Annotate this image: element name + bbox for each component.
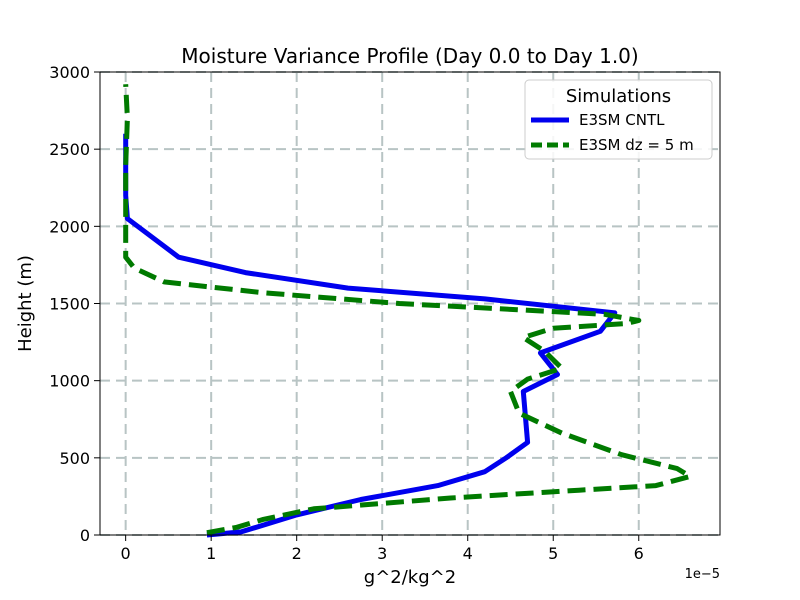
x-tick-label: 6 <box>634 544 644 563</box>
x-offset-label: 1e−5 <box>685 567 720 582</box>
chart-title: Moisture Variance Profile (Day 0.0 to Da… <box>181 44 638 68</box>
ticks-layer: 0 1 2 3 4 5 6 0 500 1000 1500 2000 2500 3000 <box>49 63 644 563</box>
series-line-e3sm-dz-5m <box>123 84 693 536</box>
y-tick-label: 1000 <box>49 372 90 391</box>
series-layer <box>123 84 693 538</box>
x-tick-label: 5 <box>548 544 558 563</box>
legend: Simulations E3SM CNTL E3SM dz = 5 m <box>524 79 713 160</box>
x-axis-label: g^2/kg^2 <box>364 567 456 588</box>
y-tick-label: 0 <box>80 526 90 545</box>
x-tick-label: 0 <box>121 544 131 563</box>
y-tick-label: 2000 <box>49 217 90 236</box>
legend-box <box>524 79 713 160</box>
legend-label: E3SM dz = 5 m <box>579 136 694 154</box>
y-tick-label: 500 <box>59 449 90 468</box>
legend-label: E3SM CNTL <box>579 111 665 129</box>
x-tick-label: 1 <box>206 544 216 563</box>
y-tick-label: 1500 <box>49 295 90 314</box>
legend-title: Simulations <box>566 86 671 107</box>
series-line-e3sm-cntl <box>123 133 618 538</box>
x-tick-label: 3 <box>377 544 387 563</box>
x-tick-label: 2 <box>292 544 302 563</box>
y-tick-label: 3000 <box>49 63 90 82</box>
x-tick-label: 4 <box>463 544 473 563</box>
legend-entries: E3SM CNTL E3SM dz = 5 m <box>531 111 694 154</box>
y-axis-label: Height (m) <box>15 255 36 352</box>
y-tick-label: 2500 <box>49 140 90 159</box>
